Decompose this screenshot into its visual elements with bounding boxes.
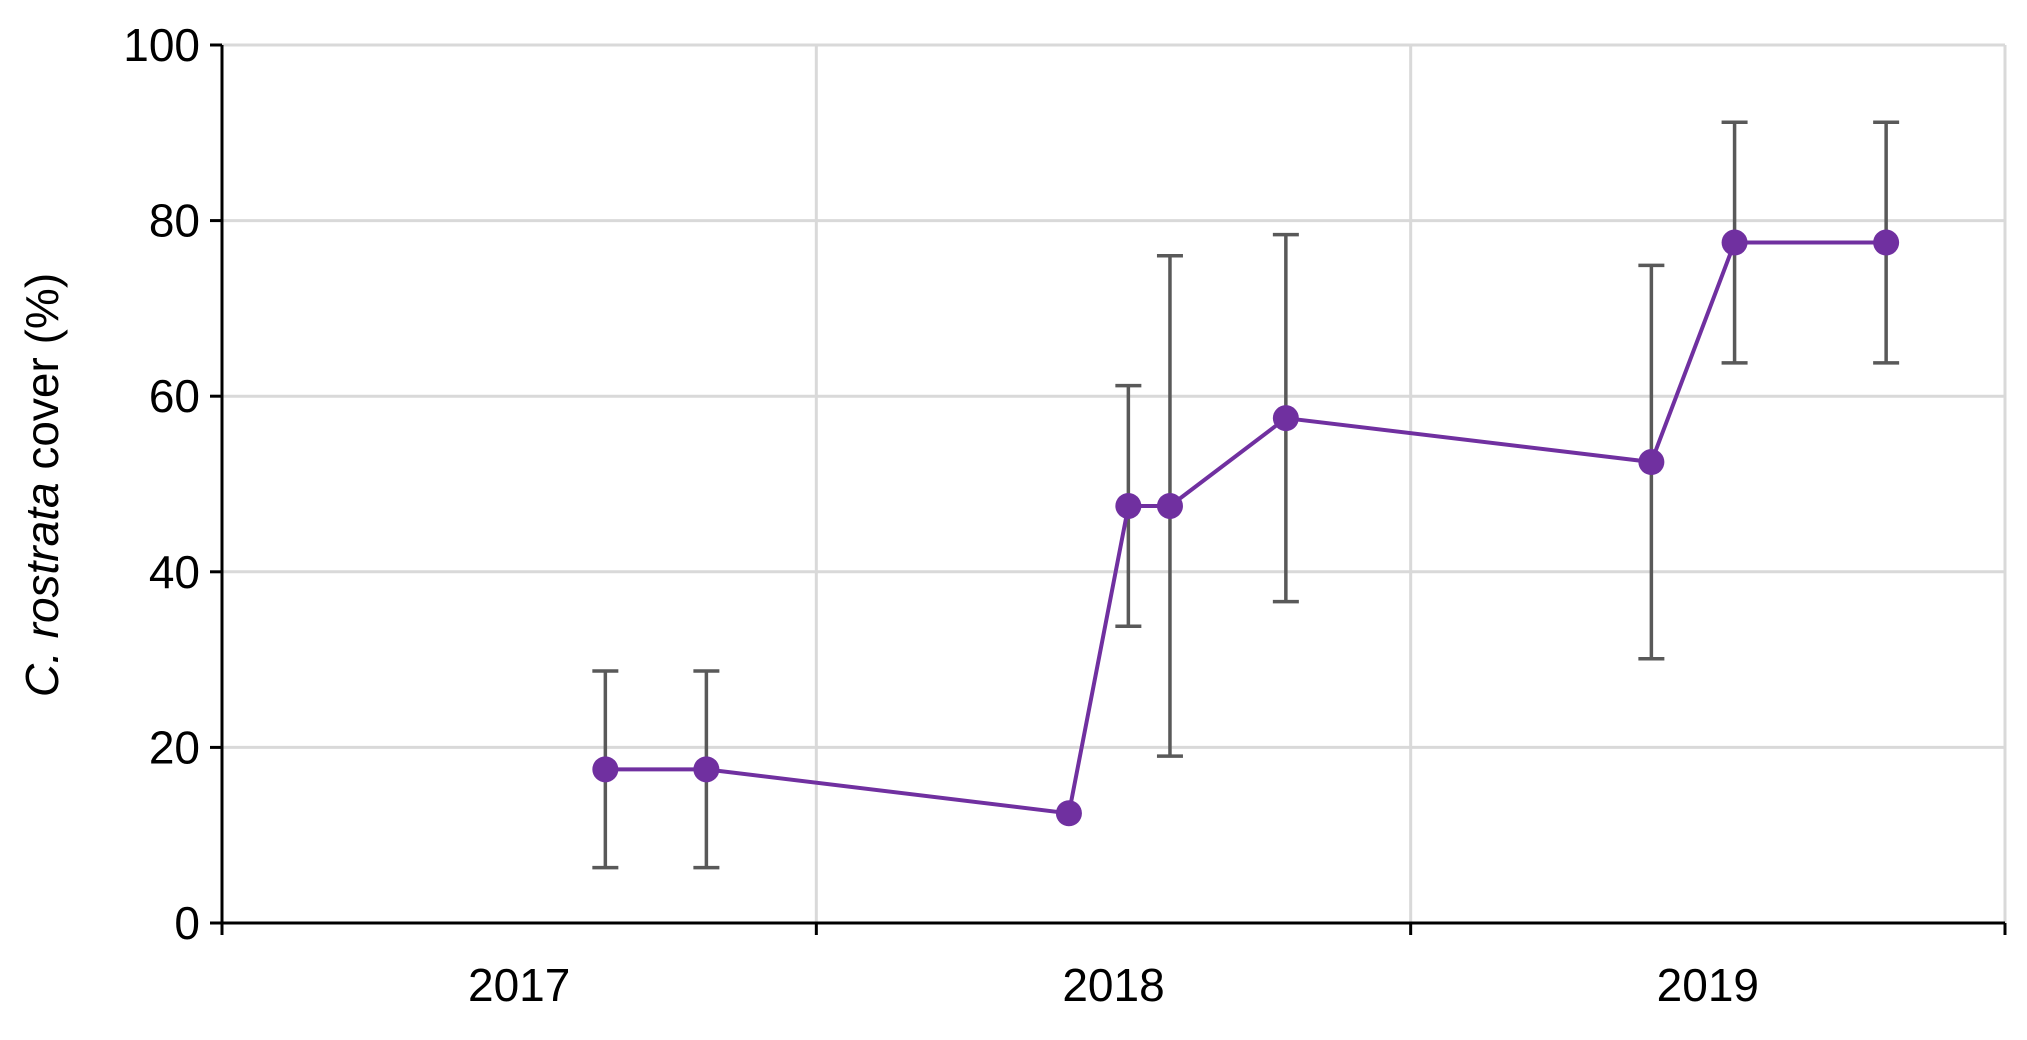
y-tick-label: 80	[149, 195, 200, 247]
data-point	[1272, 405, 1299, 432]
data-point	[592, 756, 619, 783]
y-tick-label: 60	[149, 370, 200, 422]
series-line	[605, 240, 1887, 816]
tick-labels: 0 20 40 60 80 100 2017 2018 2019	[123, 19, 1759, 1011]
error-bars	[592, 120, 1900, 870]
y-axis-title-suffix: cover (%)	[16, 273, 68, 483]
data-point	[1055, 800, 1082, 827]
data-point	[693, 756, 720, 783]
data-points	[592, 229, 1900, 827]
x-tick-label: 2019	[1657, 959, 1759, 1011]
series-line-layer	[605, 240, 1887, 816]
x-tick-label: 2018	[1062, 959, 1164, 1011]
y-tick-label: 100	[123, 19, 200, 71]
y-tick-label: 40	[149, 546, 200, 598]
data-point	[1873, 229, 1900, 256]
data-point	[1638, 449, 1665, 476]
y-tick-label: 0	[174, 897, 200, 949]
y-tick-label: 20	[149, 721, 200, 773]
data-point	[1115, 492, 1142, 519]
grid-layer	[222, 43, 2007, 923]
y-axis-title: C. rostrata cover (%)	[16, 273, 68, 697]
axes	[210, 43, 2007, 935]
x-tick-label: 2017	[468, 959, 570, 1011]
y-axis-title-prefix: C.	[16, 638, 68, 697]
y-axis-title-italic: rostrata	[16, 482, 68, 638]
data-point	[1721, 229, 1748, 256]
data-point	[1156, 492, 1183, 519]
